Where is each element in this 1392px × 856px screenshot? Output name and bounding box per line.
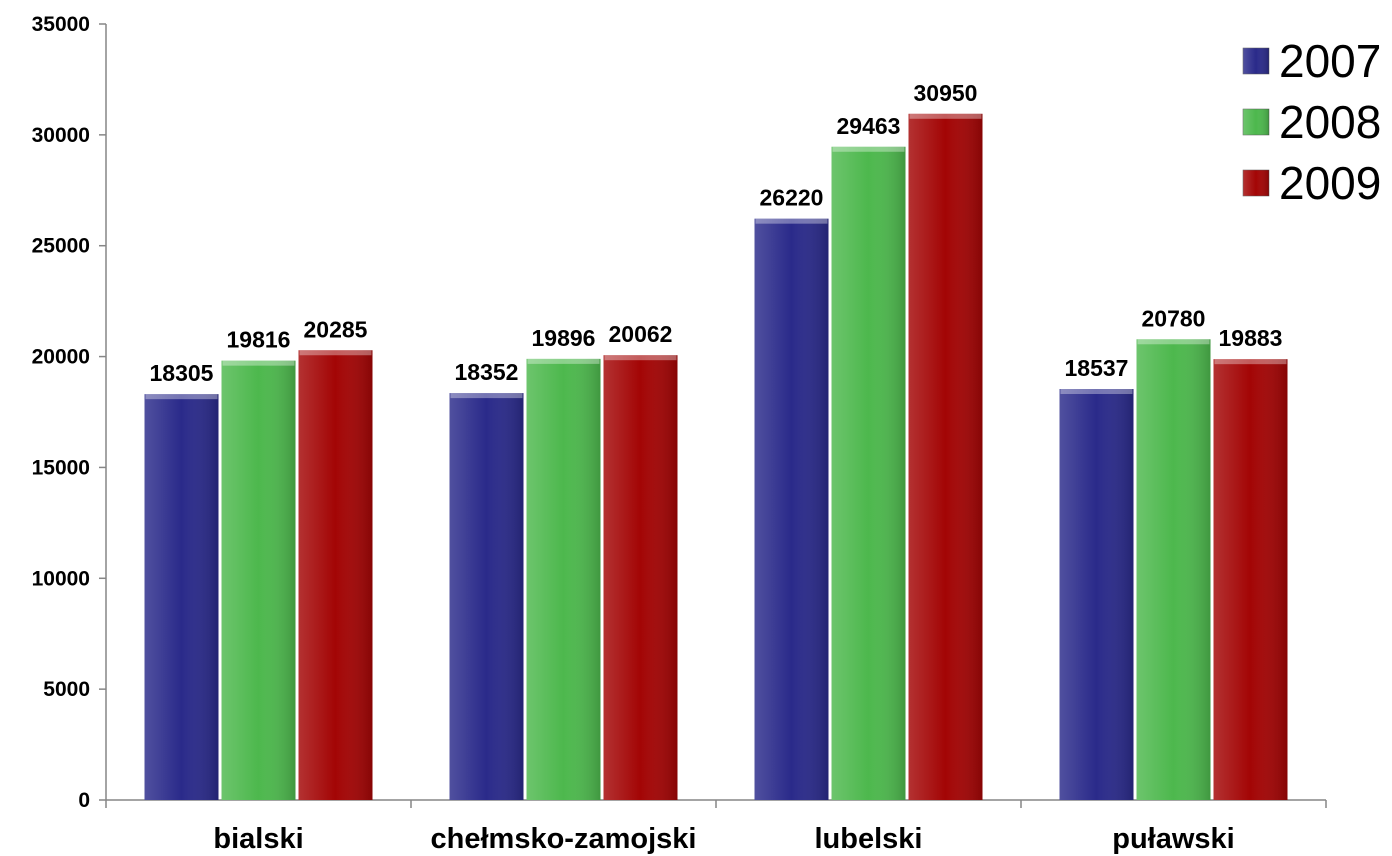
x-tick-label: puławski <box>1112 823 1235 855</box>
bar-top-highlight <box>1137 339 1210 345</box>
legend-label: 2007 <box>1279 35 1381 87</box>
bar-top-highlight <box>222 360 295 366</box>
legend-item-2009: 2009 <box>1242 157 1381 209</box>
bar-shading <box>1059 389 1134 800</box>
data-label: 18352 <box>455 359 519 385</box>
data-label: 30950 <box>914 80 978 106</box>
bar-shading <box>449 393 524 800</box>
bar-2008-puławski <box>1136 339 1211 800</box>
y-tick-label: 10000 <box>32 567 90 590</box>
legend-item-2007: 2007 <box>1242 35 1381 87</box>
y-tick-label: 35000 <box>32 13 90 36</box>
data-label: 18305 <box>150 360 214 386</box>
bar-2008-chełmsko-zamojski <box>526 358 601 800</box>
data-label: 20780 <box>1142 305 1206 331</box>
bar-top-highlight <box>1214 359 1287 365</box>
bar-top-highlight <box>755 218 828 224</box>
data-labels: 18305 18352 26220 18537 19816 19896 29463 20780… <box>150 80 1283 386</box>
legend-swatch-shading <box>1243 109 1269 135</box>
x-axis: bialski chełmsko-zamojski lubelski puławski <box>105 799 1327 855</box>
bar-top-highlight <box>832 146 905 152</box>
y-tick-label: 20000 <box>32 346 90 369</box>
legend: 2007 2008 2009 <box>1242 35 1381 209</box>
bar-shading <box>298 350 373 800</box>
bar-2009-bialski <box>298 350 373 800</box>
legend-item-2008: 2008 <box>1242 96 1381 148</box>
y-tick-label: 30000 <box>32 124 90 147</box>
data-label: 29463 <box>837 113 901 139</box>
x-tick-label: bialski <box>213 823 303 855</box>
bar-top-highlight <box>450 393 523 399</box>
data-label: 26220 <box>760 185 824 211</box>
legend-label: 2008 <box>1279 96 1381 148</box>
bar-2009-lubelski <box>908 113 983 800</box>
bar-2009-puławski <box>1213 359 1288 800</box>
bar-top-highlight <box>604 355 677 361</box>
bar-shading <box>831 146 906 801</box>
bar-shading <box>1136 339 1211 800</box>
bar-shading <box>526 358 601 800</box>
legend-swatch-shading <box>1243 48 1269 74</box>
x-tick-label: chełmsko-zamojski <box>431 823 697 855</box>
bar-2007-puławski <box>1059 389 1134 800</box>
bar-top-highlight <box>1060 389 1133 395</box>
y-axis: 0 5000 10000 15000 20000 25000 30000 35000 <box>32 13 107 812</box>
bar-top-highlight <box>145 394 218 400</box>
y-tick-label: 5000 <box>43 678 90 701</box>
bar-shading <box>221 360 296 800</box>
x-tick-label: lubelski <box>815 823 923 855</box>
y-tick-label: 15000 <box>32 456 90 479</box>
bar-2007-bialski <box>144 394 219 800</box>
y-tick-label: 25000 <box>32 235 90 258</box>
bar-2009-chełmsko-zamojski <box>603 355 678 800</box>
legend-swatch-shading <box>1243 170 1269 196</box>
data-label: 20062 <box>609 321 673 347</box>
bar-2008-lubelski <box>831 146 906 801</box>
bar-2007-chełmsko-zamojski <box>449 393 524 800</box>
bar-shading <box>1213 359 1288 800</box>
bar-top-highlight <box>299 350 372 356</box>
bar-2007-lubelski <box>754 218 829 800</box>
data-label: 18537 <box>1065 355 1129 381</box>
bar-2008-bialski <box>221 360 296 800</box>
bar-shading <box>603 355 678 800</box>
bar-top-highlight <box>527 358 600 364</box>
bar-shading <box>144 394 219 800</box>
bar-shading <box>908 113 983 800</box>
data-label: 19883 <box>1219 325 1283 351</box>
plot-bars <box>144 113 1288 801</box>
bar-shading <box>754 218 829 800</box>
data-label: 19816 <box>227 327 291 353</box>
bar-top-highlight <box>909 113 982 119</box>
data-label: 20285 <box>304 316 368 342</box>
y-tick-label: 0 <box>78 789 90 812</box>
data-label: 19896 <box>532 325 596 351</box>
legend-label: 2009 <box>1279 157 1381 209</box>
